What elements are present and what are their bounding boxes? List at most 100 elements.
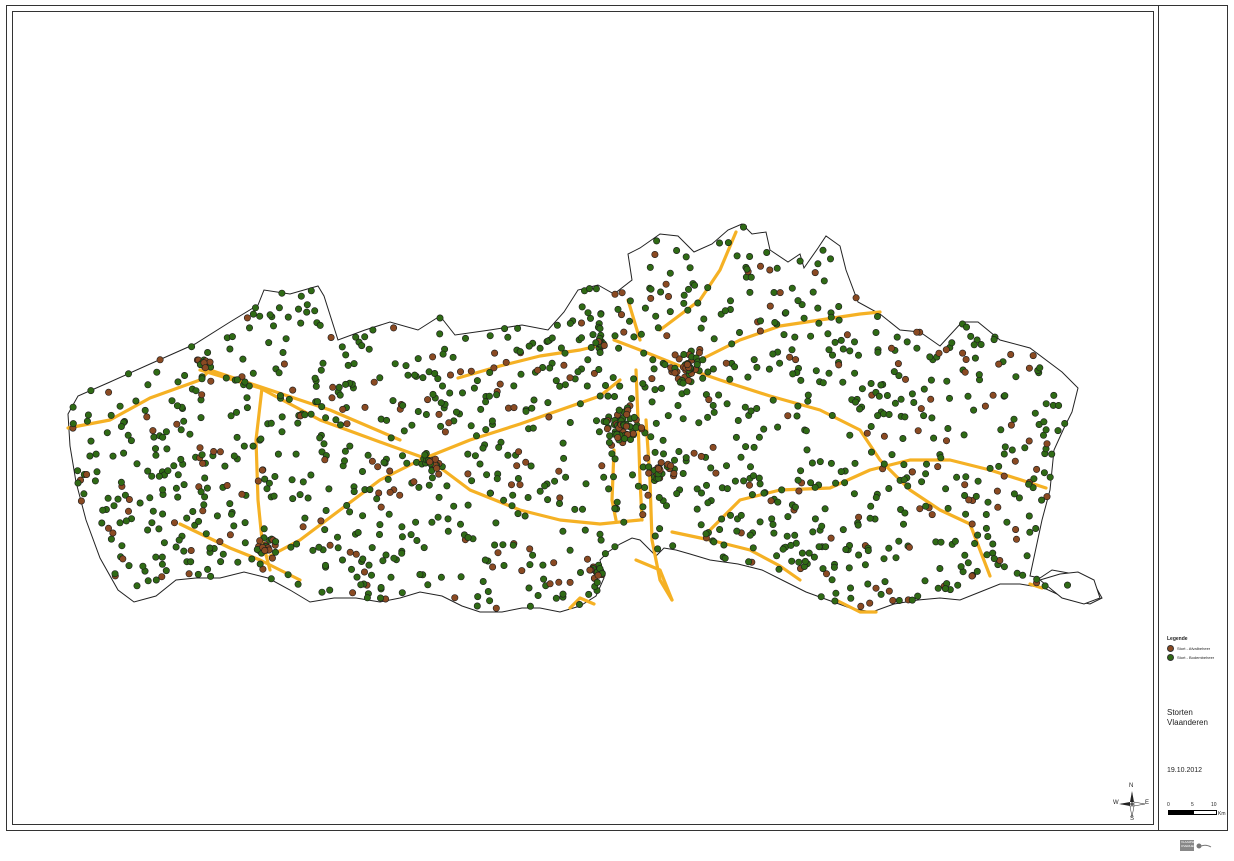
landfill-point-bodembeheer: [789, 285, 795, 291]
landfill-point-bodembeheer: [207, 573, 213, 579]
landfill-point-bodembeheer: [727, 512, 733, 518]
landfill-point-bodembeheer: [297, 491, 303, 497]
landfill-point-afvalbeheer: [668, 463, 674, 469]
landfill-point-bodembeheer: [611, 393, 617, 399]
landfill-point-afvalbeheer: [1044, 441, 1050, 447]
landfill-point-bodembeheer: [756, 475, 762, 481]
compass-n: N: [1129, 783, 1133, 789]
landfill-point-bodembeheer: [386, 511, 392, 517]
landfill-point-afvalbeheer: [495, 550, 501, 556]
landfill-point-bodembeheer: [640, 380, 646, 386]
landfill-point-bodembeheer: [178, 456, 184, 462]
landfill-point-bodembeheer: [781, 331, 787, 337]
landfill-point-bodembeheer: [847, 348, 853, 354]
landfill-point-bodembeheer: [222, 463, 228, 469]
landfill-point-bodembeheer: [435, 375, 441, 381]
landfill-point-bodembeheer: [742, 443, 748, 449]
landfill-point-afvalbeheer: [493, 605, 499, 611]
landfill-point-bodembeheer: [945, 425, 951, 431]
landfill-point-bodembeheer: [112, 571, 118, 577]
landfill-point-bodembeheer: [653, 238, 659, 244]
landfill-point-bodembeheer: [118, 479, 124, 485]
landfill-point-bodembeheer: [1032, 410, 1038, 416]
landfill-point-bodembeheer: [376, 531, 382, 537]
landfill-point-afvalbeheer: [78, 498, 84, 504]
landfill-point-bodembeheer: [137, 500, 143, 506]
landfill-point-bodembeheer: [149, 520, 155, 526]
landfill-point-bodembeheer: [435, 514, 441, 520]
landfill-point-bodembeheer: [773, 553, 779, 559]
landfill-point-bodembeheer: [420, 374, 426, 380]
landfill-point-bodembeheer: [404, 460, 410, 466]
scale-segment-black: [1168, 810, 1193, 815]
landfill-point-bodembeheer: [852, 460, 858, 466]
landfill-point-afvalbeheer: [269, 555, 275, 561]
landfill-point-bodembeheer: [110, 453, 116, 459]
landfill-point-bodembeheer: [865, 547, 871, 553]
landfill-point-afvalbeheer: [244, 315, 250, 321]
landfill-point-bodembeheer: [744, 266, 750, 272]
landfill-point-bodembeheer: [656, 494, 662, 500]
landfill-point-bodembeheer: [417, 571, 423, 577]
landfill-point-afvalbeheer: [578, 320, 584, 326]
landfill-point-bodembeheer: [876, 393, 882, 399]
landfill-point-afvalbeheer: [497, 381, 503, 387]
landfill-point-bodembeheer: [701, 316, 707, 322]
landfill-point-bodembeheer: [485, 588, 491, 594]
landfill-point-bodembeheer: [529, 552, 535, 558]
landfill-point-bodembeheer: [171, 463, 177, 469]
landfill-point-bodembeheer: [445, 516, 451, 522]
landfill-point-bodembeheer: [556, 500, 562, 506]
landfill-point-afvalbeheer: [996, 361, 1002, 367]
landfill-point-bodembeheer: [184, 515, 190, 521]
landfill-point-bodembeheer: [321, 441, 327, 447]
landfill-point-bodembeheer: [621, 519, 627, 525]
landfill-point-bodembeheer: [235, 559, 241, 565]
landfill-point-bodembeheer: [108, 412, 114, 418]
landfill-point-bodembeheer: [231, 453, 237, 459]
landfill-point-bodembeheer: [953, 474, 959, 480]
landfill-point-bodembeheer: [399, 534, 405, 540]
compass-e: E: [1145, 800, 1149, 806]
landfill-point-bodembeheer: [616, 407, 622, 413]
landfill-point-bodembeheer: [453, 409, 459, 415]
landfill-point-afvalbeheer: [909, 469, 915, 475]
landfill-point-bodembeheer: [586, 285, 592, 291]
landfill-point-afvalbeheer: [777, 289, 783, 295]
landfill-point-bodembeheer: [537, 345, 543, 351]
scale-unit: Km: [1218, 811, 1226, 817]
landfill-point-bodembeheer: [754, 364, 760, 370]
landfill-point-bodembeheer: [662, 361, 668, 367]
landfill-point-afvalbeheer: [349, 590, 355, 596]
landfill-point-afvalbeheer: [615, 434, 621, 440]
landfill-point-afvalbeheer: [227, 532, 233, 538]
landfill-point-bodembeheer: [780, 546, 786, 552]
landfill-point-bodembeheer: [807, 333, 813, 339]
landfill-point-bodembeheer: [478, 406, 484, 412]
landfill-point-bodembeheer: [1043, 401, 1049, 407]
landfill-point-bodembeheer: [855, 352, 861, 358]
landfill-point-bodembeheer: [159, 487, 165, 493]
landfill-point-bodembeheer: [848, 595, 854, 601]
legend-label-bodembeheer: Stort - Bodembeheer: [1177, 655, 1214, 660]
landfill-point-bodembeheer: [815, 261, 821, 267]
landfill-point-afvalbeheer: [649, 375, 655, 381]
landfill-point-bodembeheer: [335, 545, 341, 551]
landfill-point-bodembeheer: [305, 495, 311, 501]
landfill-point-bodembeheer: [792, 504, 798, 510]
landfill-point-bodembeheer: [345, 362, 351, 368]
landfill-point-bodembeheer: [416, 484, 422, 490]
landfill-point-afvalbeheer: [503, 359, 509, 365]
landfill-point-bodembeheer: [673, 247, 679, 253]
landfill-point-bodembeheer: [746, 253, 752, 259]
landfill-point-bodembeheer: [482, 399, 488, 405]
landfill-point-bodembeheer: [838, 337, 844, 343]
landfill-point-bodembeheer: [840, 526, 846, 532]
landfill-point-bodembeheer: [603, 419, 609, 425]
landfill-point-bodembeheer: [181, 372, 187, 378]
landfill-point-afvalbeheer: [917, 506, 923, 512]
landfill-point-bodembeheer: [646, 464, 652, 470]
landfill-point-bodembeheer: [577, 401, 583, 407]
landfill-point-bodembeheer: [832, 480, 838, 486]
